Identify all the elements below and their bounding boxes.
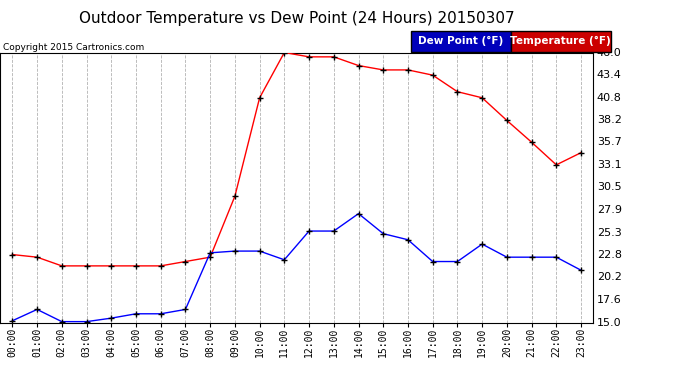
Text: 20.2: 20.2 [597, 272, 622, 282]
Text: 46.0: 46.0 [597, 48, 622, 57]
Text: Dew Point (°F): Dew Point (°F) [418, 36, 503, 46]
Text: 43.4: 43.4 [597, 70, 622, 80]
Text: Outdoor Temperature vs Dew Point (24 Hours) 20150307: Outdoor Temperature vs Dew Point (24 Hou… [79, 11, 515, 26]
Text: 17.6: 17.6 [597, 295, 622, 305]
Text: 27.9: 27.9 [597, 205, 622, 215]
Text: 38.2: 38.2 [597, 116, 622, 125]
Text: Temperature (°F): Temperature (°F) [510, 36, 611, 46]
Text: 30.5: 30.5 [597, 183, 622, 192]
Text: 33.1: 33.1 [597, 160, 622, 170]
Text: 15.0: 15.0 [597, 318, 622, 327]
Text: 40.8: 40.8 [597, 93, 622, 103]
Text: 25.3: 25.3 [597, 228, 622, 238]
Text: 35.7: 35.7 [597, 137, 622, 147]
Text: 22.8: 22.8 [597, 250, 622, 259]
Text: Copyright 2015 Cartronics.com: Copyright 2015 Cartronics.com [3, 43, 145, 52]
